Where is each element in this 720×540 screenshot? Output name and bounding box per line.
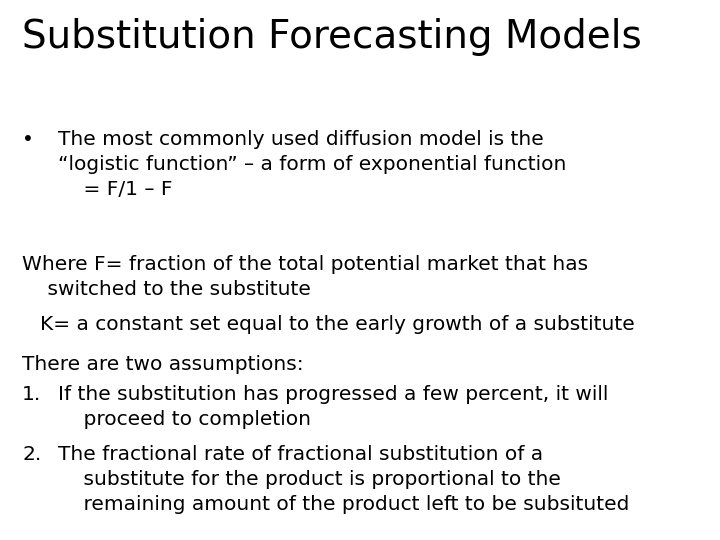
Text: If the substitution has progressed a few percent, it will
    proceed to complet: If the substitution has progressed a few… bbox=[58, 385, 608, 429]
Text: K= a constant set equal to the early growth of a substitute: K= a constant set equal to the early gro… bbox=[40, 315, 635, 334]
Text: The fractional rate of fractional substitution of a
    substitute for the produ: The fractional rate of fractional substi… bbox=[58, 445, 629, 514]
Text: Where F= fraction of the total potential market that has
    switched to the sub: Where F= fraction of the total potential… bbox=[22, 255, 588, 299]
Text: 1.: 1. bbox=[22, 385, 41, 404]
Text: 2.: 2. bbox=[22, 445, 41, 464]
Text: The most commonly used diffusion model is the
“logistic function” – a form of ex: The most commonly used diffusion model i… bbox=[58, 130, 567, 199]
Text: There are two assumptions:: There are two assumptions: bbox=[22, 355, 304, 374]
Text: Substitution Forecasting Models: Substitution Forecasting Models bbox=[22, 18, 642, 56]
Text: •: • bbox=[22, 130, 34, 149]
